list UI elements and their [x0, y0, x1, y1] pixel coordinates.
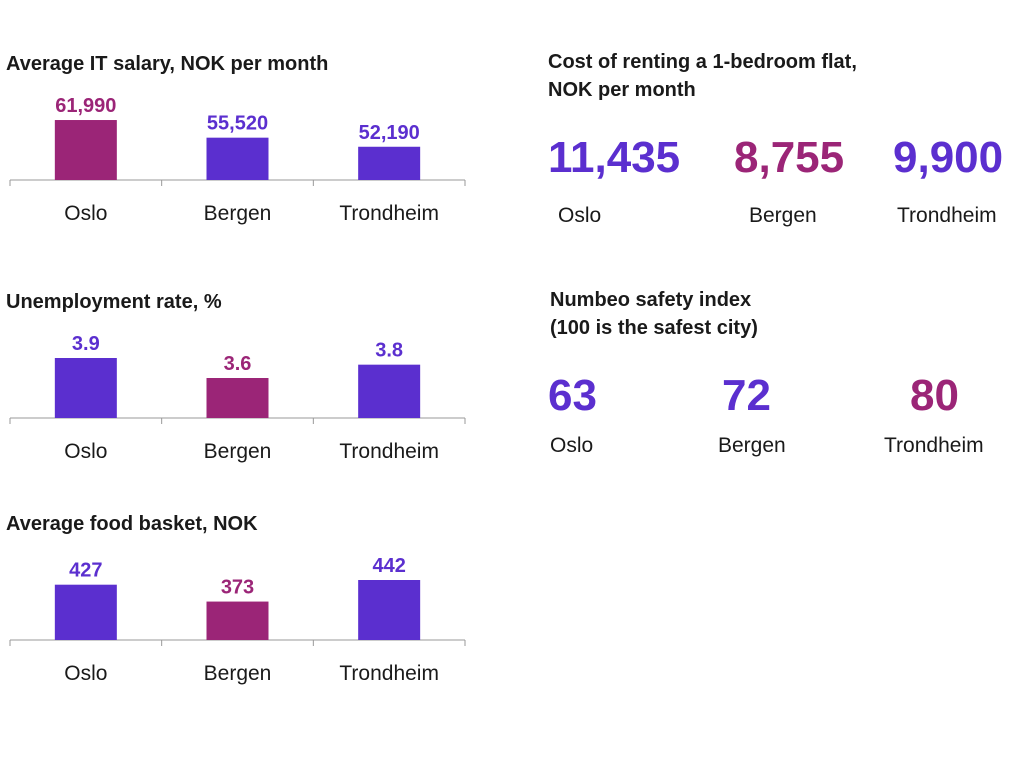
safety-stat-bergen: 72 Bergen: [718, 371, 786, 458]
safety-stats: 63 Oslo 72 Bergen 80 Trondheim: [0, 372, 1028, 472]
bar: [358, 364, 421, 418]
rent-title-line1: Cost of renting a 1-bedroom flat,: [548, 51, 857, 73]
category-label: Bergen: [204, 202, 272, 225]
bar: [206, 137, 269, 180]
category-label: Trondheim: [339, 662, 439, 685]
safety-title-line1: Numbeo safety index: [550, 289, 752, 311]
rent-city: Trondheim: [897, 204, 997, 227]
category-label: Oslo: [64, 662, 107, 685]
safety-title-line2: (100 is the safest city): [550, 317, 758, 339]
bar: [206, 601, 269, 640]
bar-value-label: 3.9: [72, 333, 100, 355]
safety-value: 72: [722, 371, 771, 420]
bar: [358, 580, 421, 640]
salary-chart-title: Average IT salary, NOK per month: [6, 53, 329, 75]
bar-chart-svg: 61,990 Oslo 55,520 Bergen 52,190 Trondheim: [9, 95, 466, 225]
category-label: Oslo: [64, 202, 107, 225]
rent-stat-trondheim: 9,900 Trondheim: [893, 134, 1003, 228]
rent-stat-oslo: 11,435 Oslo: [548, 134, 680, 228]
rent-title: Cost of renting a 1-bedroom flat, NOK pe…: [548, 48, 857, 104]
bar: [206, 378, 269, 418]
rent-stat-bergen: 8,755 Bergen: [734, 134, 844, 228]
bar-chart-svg: 427 Oslo 373 Bergen 442 Trondheim: [9, 555, 466, 685]
bar: [54, 584, 117, 640]
bar: [358, 146, 421, 180]
food-chart-title: Average food basket, NOK: [6, 513, 258, 535]
bar-value-label: 373: [221, 577, 254, 599]
category-label: Trondheim: [339, 202, 439, 225]
bar-value-label: 61,990: [55, 95, 116, 117]
salary-chart: 61,990 Oslo 55,520 Bergen 52,190 Trondheim: [0, 80, 470, 240]
safety-city: Trondheim: [884, 434, 984, 457]
bar-value-label: 427: [69, 560, 102, 582]
rent-title-line2: NOK per month: [548, 79, 696, 101]
category-label: Trondheim: [339, 440, 439, 463]
bar-value-label: 3.8: [375, 340, 403, 362]
bar-chart-svg: 3.9 Oslo 3.6 Bergen 3.8 Trondheim: [9, 333, 466, 463]
unemployment-chart-title: Unemployment rate, %: [6, 291, 222, 313]
rent-value: 8,755: [734, 133, 845, 182]
rent-value: 9,900: [893, 133, 1004, 182]
category-label: Oslo: [64, 440, 107, 463]
category-label: Bergen: [204, 440, 272, 463]
bar: [54, 358, 117, 418]
safety-stat-oslo: 63 Oslo: [548, 372, 597, 458]
safety-value: 63: [548, 371, 597, 420]
rent-city: Oslo: [558, 204, 602, 227]
safety-stat-trondheim: 80 Trondheim: [884, 371, 984, 458]
safety-city: Oslo: [550, 434, 594, 457]
bar-value-label: 3.6: [224, 353, 252, 375]
rent-value: 11,435: [548, 133, 681, 182]
safety-city: Bergen: [718, 434, 786, 457]
category-label: Bergen: [204, 662, 272, 685]
rent-stats: 11,435 Oslo 8,755 Bergen 9,900 Trondheim: [0, 134, 1028, 244]
food-chart: 427 Oslo 373 Bergen 442 Trondheim: [0, 540, 470, 700]
safety-value: 80: [910, 371, 959, 420]
bar-value-label: 55,520: [207, 113, 268, 135]
unemployment-chart: 3.9 Oslo 3.6 Bergen 3.8 Trondheim: [0, 318, 470, 478]
safety-title: Numbeo safety index (100 is the safest c…: [550, 286, 758, 342]
bar: [54, 120, 117, 180]
rent-city: Bergen: [749, 204, 817, 227]
bar-value-label: 442: [372, 555, 405, 577]
bar-value-label: 52,190: [359, 122, 420, 144]
